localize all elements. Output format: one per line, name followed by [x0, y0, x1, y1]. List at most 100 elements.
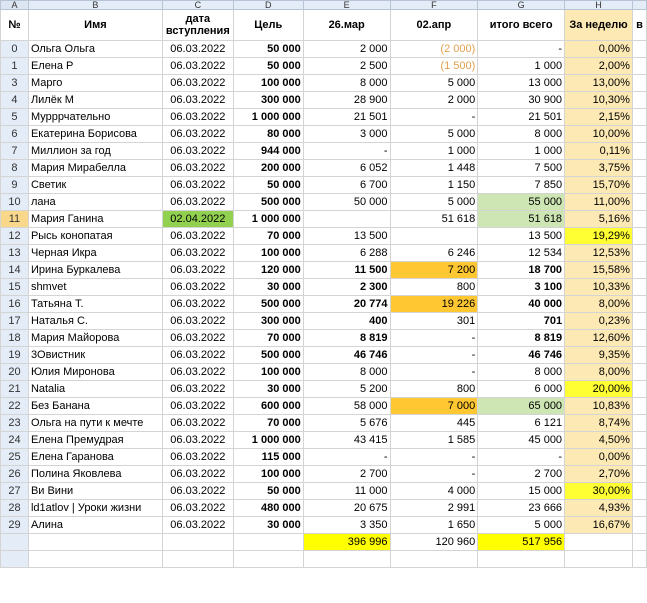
total-cell[interactable]: 1 000 — [477, 142, 566, 160]
total-mar26-cell[interactable]: 396 996 — [302, 533, 391, 551]
apr02-cell[interactable]: 51 618 — [389, 210, 479, 228]
apr02-cell[interactable]: 2 000 — [389, 91, 479, 109]
cell[interactable] — [631, 550, 647, 568]
mar26-cell[interactable]: 58 000 — [302, 397, 391, 415]
mar26-cell[interactable]: 2 300 — [302, 278, 391, 296]
name-cell[interactable]: Алина — [27, 516, 163, 534]
week-pct-cell[interactable]: 13,00% — [564, 74, 633, 92]
week-pct-cell[interactable]: 10,30% — [564, 91, 633, 109]
goal-cell[interactable]: 100 000 — [232, 74, 304, 92]
goal-cell[interactable]: 50 000 — [232, 40, 304, 58]
total-sum-cell[interactable]: 517 956 — [477, 533, 566, 551]
total-cell[interactable]: 2 700 — [477, 465, 566, 483]
apr02-cell[interactable]: 800 — [389, 380, 479, 398]
cell[interactable] — [631, 397, 647, 415]
week-pct-cell[interactable]: 4,50% — [564, 431, 633, 449]
row-number[interactable]: 13 — [0, 244, 29, 262]
mar26-cell[interactable]: 5 676 — [302, 414, 391, 432]
cell[interactable] — [27, 550, 163, 568]
goal-cell[interactable]: 50 000 — [232, 57, 304, 75]
cell[interactable] — [631, 108, 647, 126]
name-cell[interactable]: Мария Ганина — [27, 210, 163, 228]
apr02-cell[interactable]: 6 246 — [389, 244, 479, 262]
mar26-cell[interactable]: 2 500 — [302, 57, 391, 75]
mar26-cell[interactable]: 6 052 — [302, 159, 391, 177]
mar26-cell[interactable]: 11 500 — [302, 261, 391, 279]
name-cell[interactable]: Ирина Буркалева — [27, 261, 163, 279]
week-pct-cell[interactable]: 15,70% — [564, 176, 633, 194]
cell[interactable] — [631, 125, 647, 143]
date-cell[interactable]: 06.03.2022 — [161, 159, 234, 177]
apr02-cell[interactable]: (1 500) — [389, 57, 479, 75]
cell[interactable] — [161, 550, 234, 568]
cell[interactable] — [631, 227, 647, 245]
week-pct-cell[interactable]: 4,93% — [564, 499, 633, 517]
apr02-cell[interactable]: - — [389, 363, 479, 381]
cell[interactable] — [631, 448, 647, 466]
goal-cell[interactable]: 500 000 — [232, 346, 304, 364]
goal-cell[interactable]: 500 000 — [232, 193, 304, 211]
header-num[interactable]: № — [0, 9, 29, 41]
date-cell[interactable]: 06.03.2022 — [161, 278, 234, 296]
goal-cell[interactable]: 30 000 — [232, 278, 304, 296]
name-cell[interactable]: Екатерина Борисова — [27, 125, 163, 143]
week-pct-cell[interactable]: 0,00% — [564, 40, 633, 58]
cell[interactable] — [631, 312, 647, 330]
row-number[interactable] — [0, 550, 29, 568]
column-letter[interactable]: D — [232, 0, 304, 10]
week-pct-cell[interactable]: 10,00% — [564, 125, 633, 143]
goal-cell[interactable]: 70 000 — [232, 414, 304, 432]
goal-cell[interactable]: 115 000 — [232, 448, 304, 466]
row-number[interactable]: 28 — [0, 499, 29, 517]
mar26-cell[interactable]: 6 700 — [302, 176, 391, 194]
cell[interactable] — [631, 57, 647, 75]
name-cell[interactable]: Мурррчательно — [27, 108, 163, 126]
total-cell[interactable]: 13 500 — [477, 227, 566, 245]
row-number[interactable]: 24 — [0, 431, 29, 449]
row-number[interactable]: 16 — [0, 295, 29, 313]
apr02-cell[interactable]: 5 000 — [389, 193, 479, 211]
date-cell[interactable]: 06.03.2022 — [161, 193, 234, 211]
name-cell[interactable]: Ольга на пути к мечте — [27, 414, 163, 432]
column-letter[interactable] — [631, 0, 647, 10]
total-cell[interactable]: 8 819 — [477, 329, 566, 347]
week-pct-cell[interactable]: 2,70% — [564, 465, 633, 483]
row-number[interactable]: 8 — [0, 159, 29, 177]
row-number[interactable]: 18 — [0, 329, 29, 347]
cell[interactable] — [631, 91, 647, 109]
mar26-cell[interactable]: 20 774 — [302, 295, 391, 313]
header-extra[interactable]: в — [631, 9, 647, 41]
cell[interactable] — [302, 550, 391, 568]
row-number[interactable]: 15 — [0, 278, 29, 296]
week-pct-cell[interactable]: 20,00% — [564, 380, 633, 398]
mar26-cell[interactable]: 8 819 — [302, 329, 391, 347]
apr02-cell[interactable]: 5 000 — [389, 74, 479, 92]
apr02-cell[interactable]: 7 200 — [389, 261, 479, 279]
row-number[interactable]: 9 — [0, 176, 29, 194]
apr02-cell[interactable]: 1 650 — [389, 516, 479, 534]
apr02-cell[interactable]: 19 226 — [389, 295, 479, 313]
cell[interactable] — [631, 465, 647, 483]
row-number[interactable]: 29 — [0, 516, 29, 534]
goal-cell[interactable]: 100 000 — [232, 244, 304, 262]
week-pct-cell[interactable]: 0,23% — [564, 312, 633, 330]
name-cell[interactable]: Мария Мирабелла — [27, 159, 163, 177]
total-cell[interactable]: 8 000 — [477, 125, 566, 143]
cell[interactable] — [477, 550, 566, 568]
goal-cell[interactable]: 80 000 — [232, 125, 304, 143]
apr02-cell[interactable]: - — [389, 108, 479, 126]
column-letter[interactable]: G — [477, 0, 566, 10]
row-number[interactable]: 20 — [0, 363, 29, 381]
name-cell[interactable]: Елена Премудрая — [27, 431, 163, 449]
total-cell[interactable]: 7 850 — [477, 176, 566, 194]
header-date[interactable]: дата вступления — [161, 9, 234, 41]
column-letter[interactable]: E — [302, 0, 391, 10]
mar26-cell[interactable]: - — [302, 448, 391, 466]
mar26-cell[interactable]: 6 288 — [302, 244, 391, 262]
name-cell[interactable]: Татьяна Т. — [27, 295, 163, 313]
date-cell[interactable]: 06.03.2022 — [161, 57, 234, 75]
goal-cell[interactable]: 944 000 — [232, 142, 304, 160]
week-pct-cell[interactable]: 0,11% — [564, 142, 633, 160]
row-number[interactable]: 1 — [0, 57, 29, 75]
total-cell[interactable]: - — [477, 40, 566, 58]
